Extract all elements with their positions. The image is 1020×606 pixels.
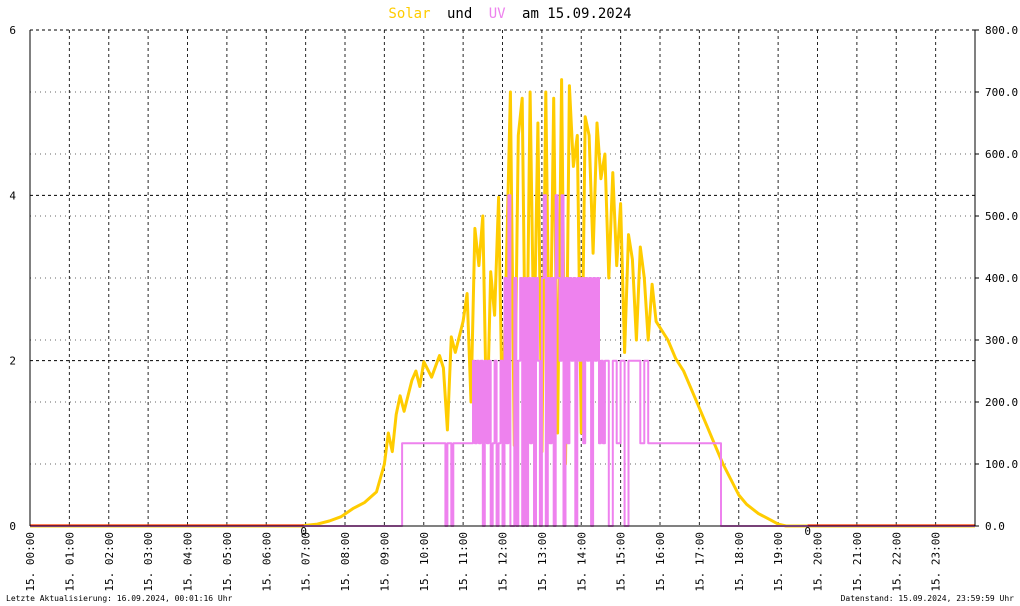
title-solar: Solar (388, 6, 430, 22)
x-tick-label: 15. 15:00 (615, 532, 628, 592)
x-tick-label: 15. 12:00 (497, 532, 510, 592)
x-tick-label: 15. 18:00 (733, 532, 746, 592)
left-tick-label: 2 (9, 355, 16, 368)
x-tick-label: 15. 20:00 (812, 532, 825, 592)
right-tick-label: 800.0 (985, 24, 1018, 37)
x-tick-label: 15. 08:00 (339, 532, 352, 592)
x-tick-label: 15. 14:00 (575, 532, 588, 592)
grid (30, 29, 975, 526)
zero-marker-label: 0 (300, 525, 307, 538)
x-tick-label: 15. 07:00 (300, 532, 313, 592)
x-tick-label: 15. 13:00 (536, 532, 549, 592)
zero-marker-label: 0 (804, 525, 811, 538)
x-tick-label: 15. 04:00 (182, 532, 195, 592)
x-tick-label: 15. 11:00 (457, 532, 470, 592)
footer-data-status: Datenstand: 15.09.2024, 23:59:59 Uhr (841, 594, 1015, 603)
right-tick-label: 200.0 (985, 396, 1018, 409)
x-tick-label: 15. 22:00 (890, 532, 903, 592)
x-tick-label: 15. 00:00 (24, 532, 37, 592)
footer-last-update: Letzte Aktualisierung: 16.09.2024, 00:01… (6, 594, 233, 603)
left-tick-label: 0 (9, 520, 16, 533)
left-tick-label: 6 (9, 24, 16, 37)
x-tick-label: 15. 09:00 (378, 532, 391, 592)
title-date: am 15.09.2024 (522, 6, 632, 22)
x-tick-label: 15. 17:00 (693, 532, 706, 592)
x-tick-label: 15. 16:00 (654, 532, 667, 592)
chart-title: Solar und UV am 15.09.2024 (388, 6, 631, 22)
x-tick-label: 15. 06:00 (260, 532, 273, 592)
right-tick-label: 500.0 (985, 210, 1018, 223)
x-tick-label: 15. 19:00 (772, 532, 785, 592)
right-tick-label: 400.0 (985, 272, 1018, 285)
x-tick-label: 15. 02:00 (103, 532, 116, 592)
x-tick-label: 15. 23:00 (930, 532, 943, 592)
x-tick-label: 15. 21:00 (851, 532, 864, 592)
x-tick-label: 15. 03:00 (142, 532, 155, 592)
x-tick-label: 15. 05:00 (221, 532, 234, 592)
series-layer (30, 78, 975, 528)
right-tick-label: 700.0 (985, 86, 1018, 99)
right-tick-label: 0.0 (985, 520, 1005, 533)
right-tick-label: 300.0 (985, 334, 1018, 347)
left-tick-label: 4 (9, 189, 16, 202)
tick-labels: 0 0 0 2 4 6 0.0 100.0 200.0 300.0 400.0 500.0 600.0 7… (9, 24, 1018, 592)
title-und: und (447, 6, 472, 22)
right-tick-label: 100.0 (985, 458, 1018, 471)
title-uv: UV (489, 6, 506, 22)
axes (29, 29, 979, 527)
series-line-solar (30, 78, 975, 528)
series-line-uv (30, 194, 975, 527)
x-tick-label: 15. 01:00 (63, 532, 76, 592)
right-tick-label: 600.0 (985, 148, 1018, 161)
x-tick-label: 15. 10:00 (418, 532, 431, 592)
